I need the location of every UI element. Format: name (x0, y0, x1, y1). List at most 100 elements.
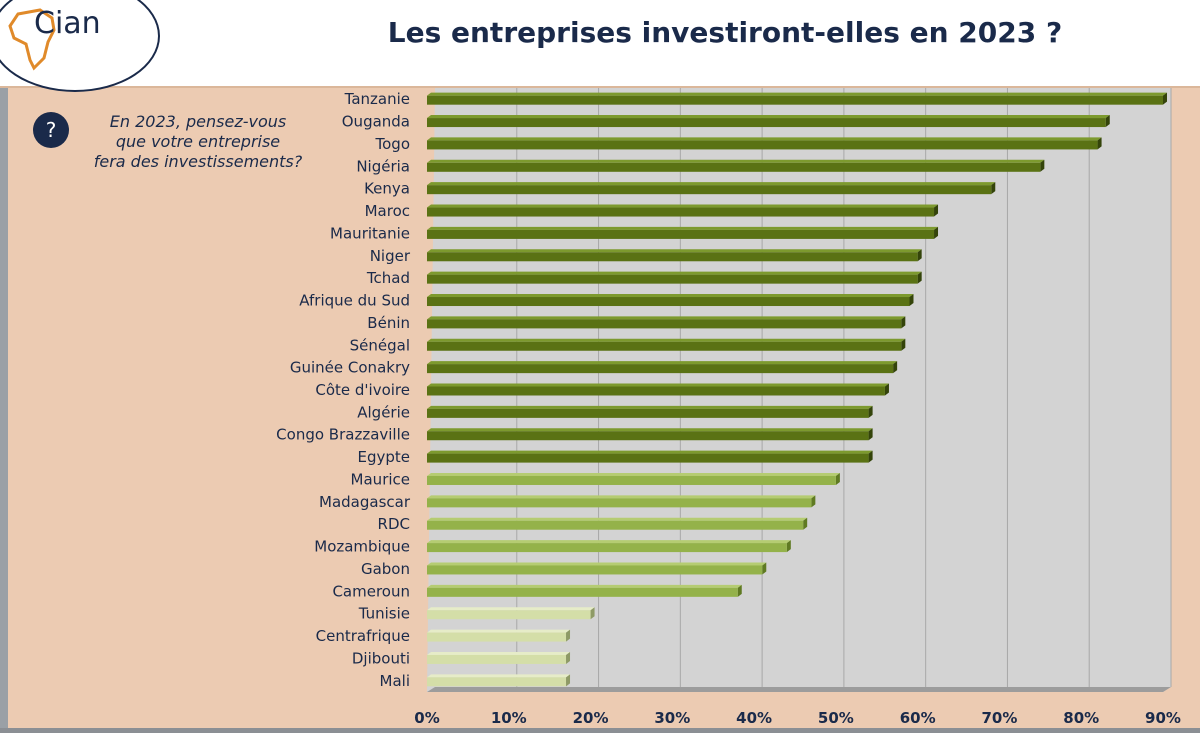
category-label: Ouganda (342, 113, 410, 131)
bar-top (427, 294, 914, 298)
category-label: Maroc (365, 202, 410, 220)
category-label: Congo Brazzaville (276, 426, 410, 444)
x-tick-label: 60% (900, 709, 936, 727)
africa-map-icon (8, 8, 56, 71)
bar (427, 185, 992, 195)
bar (427, 319, 902, 329)
category-label: Togo (375, 135, 411, 153)
plot-floor (427, 687, 1171, 692)
bar (427, 520, 804, 530)
x-tick-label: 90% (1145, 709, 1181, 727)
bar-top (427, 182, 996, 186)
category-label: Kenya (364, 180, 410, 198)
category-label: Gabon (361, 560, 410, 578)
x-tick-label: 10% (491, 709, 527, 727)
bar (427, 364, 894, 374)
bar (427, 498, 812, 508)
category-label: Djibouti (352, 649, 410, 667)
bar-top (427, 316, 906, 320)
bar-top (427, 92, 1167, 96)
bar (427, 207, 935, 217)
bar-side (909, 294, 914, 307)
bar-top (427, 338, 906, 342)
logo-text: Cian (34, 6, 101, 41)
bar-top (427, 249, 922, 253)
bar (427, 543, 787, 553)
category-label: RDC (378, 515, 410, 533)
bar (427, 431, 869, 441)
bar (427, 677, 567, 687)
category-label: Madagascar (319, 493, 411, 511)
question-line-3: fera des investissements? (93, 152, 303, 171)
category-label: Tunisie (358, 605, 410, 623)
bar-top (427, 517, 808, 521)
bar-top (427, 204, 939, 208)
category-label: Mozambique (314, 538, 410, 556)
bar-side (1040, 159, 1045, 172)
bar-side (901, 338, 906, 351)
bar (427, 408, 869, 418)
bar-side (893, 361, 898, 374)
category-label: Centrafrique (316, 627, 410, 645)
bar-side (803, 517, 808, 530)
bottom-bar (0, 728, 1200, 733)
category-label: Egypte (357, 448, 410, 466)
bar (427, 162, 1041, 172)
bar-top (427, 115, 1110, 119)
x-tick-label: 80% (1063, 709, 1099, 727)
bar (427, 453, 869, 463)
x-tick-label: 0% (414, 709, 439, 727)
category-label: Cameroun (332, 582, 410, 600)
category-label: Mauritanie (330, 224, 410, 242)
bar (427, 252, 918, 262)
bar-side (901, 316, 906, 329)
bar-top (427, 495, 816, 499)
category-label: Nigéria (356, 157, 410, 175)
bar-side (868, 405, 873, 418)
bar-top (427, 674, 571, 678)
category-label: Bénin (367, 314, 410, 332)
bar (427, 95, 1163, 105)
x-tick-label: 30% (654, 709, 690, 727)
bar-top (427, 405, 873, 409)
category-label: Niger (370, 247, 411, 265)
question-line-2: que votre entreprise (115, 132, 281, 151)
question-text: En 2023, pensez-vous que votre entrepris… (78, 112, 318, 172)
cian-logo: Cian (0, 0, 160, 92)
bar-side (566, 629, 571, 642)
bar (427, 386, 885, 396)
bar (427, 118, 1106, 128)
bar-side (590, 607, 595, 620)
bar-side (762, 562, 767, 575)
question-line-1: En 2023, pensez-vous (109, 112, 287, 131)
bar-top (427, 361, 898, 365)
category-label: Tchad (366, 269, 410, 287)
header-bar (0, 0, 1200, 88)
bar (427, 587, 738, 597)
bar-top (427, 651, 571, 655)
bar-top (427, 159, 1045, 163)
bar-side (917, 271, 922, 284)
bar (427, 229, 935, 239)
bar-side (991, 182, 996, 195)
x-tick-label: 40% (736, 709, 772, 727)
bar-side (835, 472, 840, 485)
bar-side (786, 540, 791, 553)
bar-top (427, 540, 791, 544)
bar (427, 632, 567, 642)
bar (427, 274, 918, 284)
bar-side (566, 674, 571, 687)
bar-side (737, 584, 742, 597)
bar-top (427, 472, 840, 476)
category-label: Maurice (351, 470, 410, 488)
question-icon: ? (33, 112, 69, 148)
category-label: Sénégal (350, 336, 410, 354)
bar (427, 654, 567, 664)
bar-side (884, 383, 889, 396)
category-label: Côte d'ivoire (315, 381, 410, 399)
bar (427, 610, 591, 620)
bar-top (427, 137, 1102, 141)
bar-side (934, 226, 939, 239)
bar-side (868, 450, 873, 463)
